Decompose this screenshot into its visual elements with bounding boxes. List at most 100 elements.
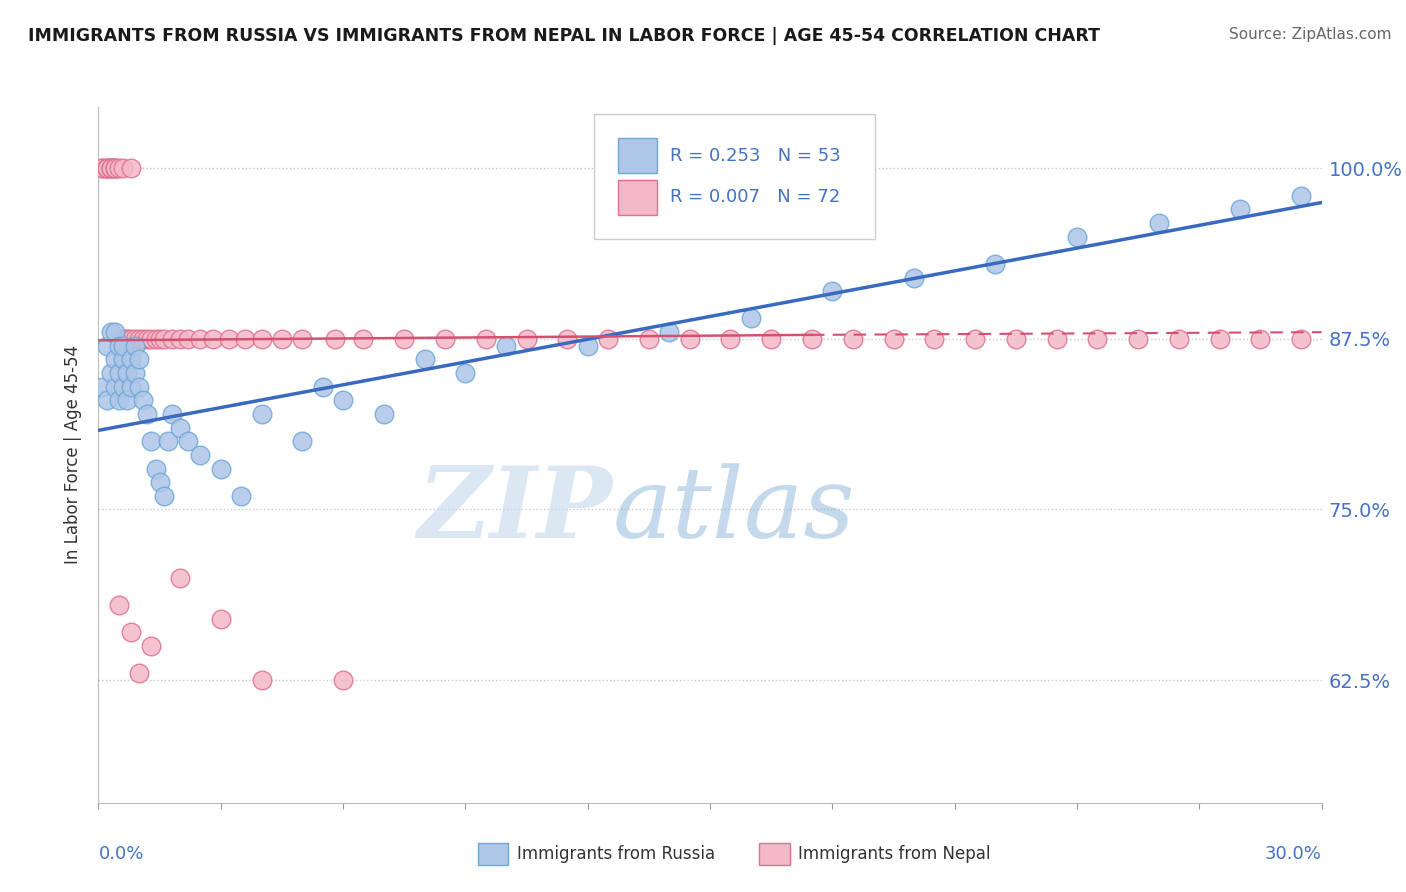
Point [454,366,477,380]
Text: R = 0.007   N = 72: R = 0.007 N = 72 [669,188,839,206]
Point [108,161,131,176]
Point [679,332,702,346]
Point [108,332,131,346]
Point [1128,332,1150,346]
Point [108,332,131,346]
FancyBboxPatch shape [478,843,508,865]
Point [96,161,118,176]
Point [1004,332,1026,346]
Point [104,161,127,176]
Point [136,407,159,421]
Point [111,332,134,346]
Point [169,420,191,434]
Point [152,332,174,346]
Point [598,332,620,346]
Point [120,332,142,346]
Text: 30.0%: 30.0% [1265,845,1322,863]
Point [115,332,138,346]
Point [761,332,783,346]
Point [120,380,142,394]
Point [104,352,127,367]
Point [1085,332,1108,346]
Point [128,352,150,367]
Text: IMMIGRANTS FROM RUSSIA VS IMMIGRANTS FROM NEPAL IN LABOR FORCE | AGE 45-54 CORRE: IMMIGRANTS FROM RUSSIA VS IMMIGRANTS FRO… [28,27,1099,45]
Point [250,673,273,687]
Point [152,489,174,503]
FancyBboxPatch shape [759,843,790,865]
Point [136,332,159,346]
Text: R = 0.253   N = 53: R = 0.253 N = 53 [669,147,841,165]
Point [104,161,127,176]
Point [332,673,354,687]
Point [91,161,114,176]
Point [156,434,179,449]
Point [474,332,498,346]
Point [233,332,256,346]
Point [883,332,905,346]
FancyBboxPatch shape [593,114,875,239]
Point [250,407,273,421]
Point [903,270,925,285]
Point [132,332,155,346]
Point [169,332,191,346]
Point [104,161,127,176]
Point [115,366,138,380]
Point [218,332,240,346]
Point [638,332,661,346]
Point [516,332,538,346]
Point [111,339,134,353]
Point [801,332,824,346]
Point [108,339,131,353]
Point [100,161,122,176]
Point [115,332,138,346]
Point [434,332,457,346]
Point [100,161,122,176]
FancyBboxPatch shape [619,180,658,215]
Point [209,612,232,626]
Point [1291,332,1313,346]
Text: atlas: atlas [612,463,855,558]
Point [177,332,200,346]
Point [96,161,118,176]
Point [111,352,134,367]
Text: Source: ZipAtlas.com: Source: ZipAtlas.com [1229,27,1392,42]
Point [495,339,517,353]
Point [96,161,118,176]
Text: ZIP: ZIP [418,462,612,558]
Point [291,332,314,346]
Point [124,366,146,380]
Point [270,332,294,346]
Point [91,161,114,176]
Point [1209,332,1232,346]
Point [658,325,681,339]
Point [104,325,127,339]
Point [160,407,183,421]
Point [141,639,163,653]
Point [96,339,118,353]
Point [352,332,374,346]
Text: 0.0%: 0.0% [98,845,143,863]
Point [128,380,150,394]
Point [132,393,155,408]
Point [128,666,150,681]
FancyBboxPatch shape [619,138,658,173]
Point [169,571,191,585]
Point [120,161,142,176]
Point [576,339,599,353]
Point [984,257,1007,271]
Point [1249,332,1271,346]
Point [149,475,172,490]
Point [145,332,167,346]
Point [1229,202,1251,217]
Point [141,332,163,346]
Point [323,332,346,346]
Point [1291,188,1313,202]
Point [128,332,150,346]
Point [108,598,131,612]
Point [108,366,131,380]
Point [120,625,142,640]
Point [124,339,146,353]
Point [413,352,436,367]
Point [100,366,122,380]
Y-axis label: In Labor Force | Age 45-54: In Labor Force | Age 45-54 [65,345,83,565]
